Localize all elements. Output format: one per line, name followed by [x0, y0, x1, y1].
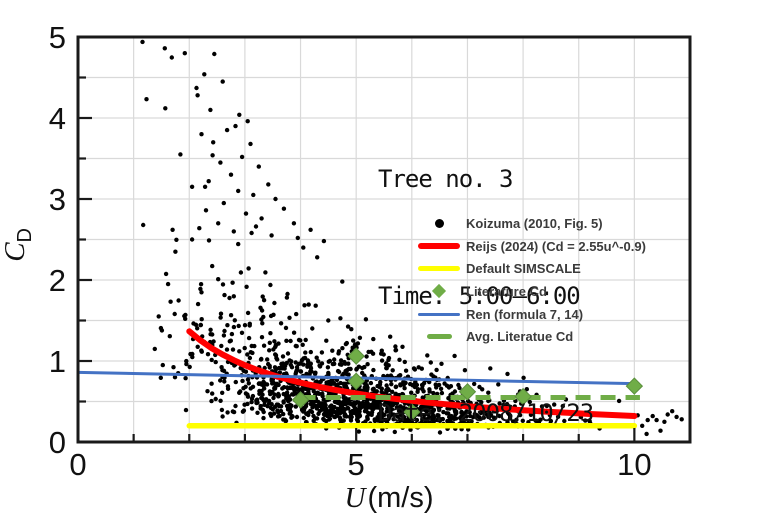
annotation-line-date: Date: 2008/10/23: [378, 399, 594, 427]
svg-text:0: 0: [69, 447, 86, 482]
legend-label-koizuma: Koizuma (2010, Fig. 5): [466, 215, 603, 231]
legend-label-literature: Literature Cd: [466, 283, 547, 299]
literature-points: [291, 347, 644, 421]
blue-line-icon: [418, 312, 460, 316]
legend-item-literature: Literature Cd: [414, 280, 646, 303]
legend-item-reijs: Reijs (2024) (Cd = 2.55u^-0.9): [414, 235, 646, 258]
reijs-curve: [186, 328, 638, 419]
tick-labels: 0 5 10 0 1 2 3 4 5: [49, 20, 652, 482]
legend-label-ren: Ren (formula 7, 14): [466, 306, 584, 322]
scatter-dot-icon: [434, 218, 444, 228]
legend-label-reijs: Reijs (2024) (Cd = 2.55u^-0.9): [466, 238, 646, 254]
svg-text:5: 5: [49, 20, 66, 55]
y-axis-label: CD: [0, 195, 37, 295]
y-axis-label-symbol: C: [0, 242, 32, 262]
legend-item-koizuma: Koizuma (2010, Fig. 5): [414, 212, 646, 235]
svg-text:4: 4: [49, 101, 66, 136]
legend: Koizuma (2010, Fig. 5) Reijs (2024) (Cd …: [414, 212, 646, 348]
green-dash-icon: [426, 334, 452, 340]
x-axis-label-unit: (m/s): [367, 482, 434, 514]
yellow-line-icon: [418, 265, 460, 272]
legend-item-avg-literature: Avg. Literatue Cd: [414, 325, 646, 348]
scatter-series: [140, 39, 684, 437]
gridlines: [78, 37, 690, 442]
legend-item-simscale: Default SIMSCALE: [414, 257, 646, 280]
svg-text:0: 0: [49, 425, 66, 460]
legend-label-simscale: Default SIMSCALE: [466, 261, 581, 277]
svg-text:10: 10: [617, 447, 651, 482]
x-axis-label: U(m/s): [0, 482, 778, 515]
legend-label-avg-literature: Avg. Literatue Cd: [466, 329, 574, 345]
x-axis-label-symbol: U: [344, 482, 366, 514]
legend-item-ren: Ren (formula 7, 14): [414, 303, 646, 326]
red-line-icon: [418, 243, 460, 250]
y-axis-label-subscript: D: [13, 228, 36, 243]
green-diamond-icon: [431, 284, 447, 299]
svg-text:5: 5: [348, 447, 365, 482]
axis-ticks: [76, 35, 636, 444]
svg-text:2: 2: [49, 263, 66, 298]
annotation-line-tree: Tree no. 3: [378, 165, 514, 193]
svg-text:1: 1: [49, 344, 66, 379]
svg-text:3: 3: [49, 182, 66, 217]
